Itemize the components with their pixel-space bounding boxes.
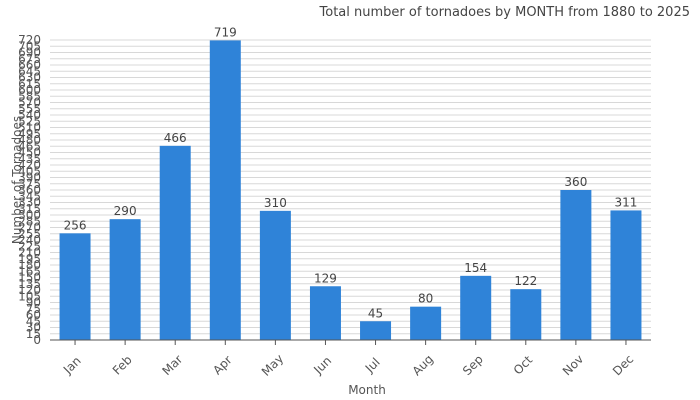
y-tick-label: 450 xyxy=(18,146,41,160)
bar-may[interactable] xyxy=(259,210,291,340)
y-tick-label: 600 xyxy=(18,83,41,97)
y-tick-label: 420 xyxy=(18,158,41,172)
y-tick-label: 15 xyxy=(26,327,41,341)
y-tick-label: 315 xyxy=(18,202,41,216)
y-tick-label: 675 xyxy=(18,52,41,66)
x-tick-label-jan: Jan xyxy=(60,354,84,378)
x-tick-label-may: May xyxy=(259,351,286,378)
y-tick-label: 90 xyxy=(26,296,41,310)
y-tick-label: 555 xyxy=(18,102,41,116)
data-label-mar: 466 xyxy=(164,131,187,145)
y-tick-label: 150 xyxy=(18,271,41,285)
y-tick-label: 660 xyxy=(18,58,41,72)
bar-mar[interactable] xyxy=(159,145,191,340)
y-tick-label: 180 xyxy=(18,258,41,272)
y-tick-label: 540 xyxy=(18,108,41,122)
x-tick-label-dec: Dec xyxy=(610,352,636,378)
data-label-jun: 129 xyxy=(314,271,337,285)
x-tick-label-jul: Jul xyxy=(362,355,383,376)
y-tick-label: 405 xyxy=(18,164,41,178)
y-tick-label: 720 xyxy=(18,33,41,47)
bar-nov[interactable] xyxy=(560,190,592,340)
x-tick-label-jun: Jun xyxy=(310,354,334,378)
data-labels: 256 290 466 719 310 129 45 80 154 122 360 311 xyxy=(64,25,638,320)
y-tick-label: 630 xyxy=(18,71,41,85)
x-tick-label-nov: Nov xyxy=(560,352,586,378)
y-tick-label: 480 xyxy=(18,133,41,147)
y-tick-label: 135 xyxy=(18,277,41,291)
x-tick-label-sep: Sep xyxy=(460,352,486,378)
bar-jul[interactable] xyxy=(360,321,392,340)
bar-apr[interactable] xyxy=(209,40,241,341)
y-tick-label: 165 xyxy=(18,264,41,278)
y-tick-label: 300 xyxy=(18,208,41,222)
x-tick-label-apr: Apr xyxy=(210,353,235,378)
y-tick-label: 390 xyxy=(18,171,41,185)
y-tick-label: 270 xyxy=(18,221,41,235)
bar-aug[interactable] xyxy=(410,306,442,340)
y-tick-label: 375 xyxy=(18,177,41,191)
y-tick-label: 330 xyxy=(18,196,41,210)
y-tick-label: 255 xyxy=(18,227,41,241)
y-tick-label: 105 xyxy=(18,289,41,303)
bar-sep[interactable] xyxy=(460,275,492,340)
data-label-aug: 80 xyxy=(418,292,433,306)
bar-jan[interactable] xyxy=(59,233,91,340)
y-tick-label: 705 xyxy=(18,39,41,53)
data-label-oct: 122 xyxy=(514,274,537,288)
x-axis-title: Month xyxy=(348,383,386,397)
data-label-jul: 45 xyxy=(368,306,383,320)
gridlines xyxy=(50,39,651,341)
y-tick-label: 645 xyxy=(18,64,41,78)
x-tick-label-mar: Mar xyxy=(159,352,185,378)
y-tick-label: 225 xyxy=(18,239,41,253)
x-axis-ticks: Jan Feb Mar Apr May Jun Jul Aug Sep Oct Nov Dec xyxy=(60,340,636,379)
y-tick-label: 510 xyxy=(18,121,41,135)
y-tick-label: 210 xyxy=(18,246,41,260)
data-label-jan: 256 xyxy=(64,218,87,232)
y-tick-label: 585 xyxy=(18,89,41,103)
y-tick-label: 30 xyxy=(26,321,41,335)
data-label-may: 310 xyxy=(264,196,287,210)
y-tick-label: 60 xyxy=(26,308,41,322)
y-tick-label: 285 xyxy=(18,214,41,228)
y-tick-label: 45 xyxy=(26,314,41,328)
y-tick-label: 345 xyxy=(18,189,41,203)
y-tick-label: 525 xyxy=(18,114,41,128)
y-tick-label: 570 xyxy=(18,96,41,110)
data-label-apr: 719 xyxy=(214,25,237,39)
chart-title: Total number of tornadoes by MONTH from … xyxy=(319,5,690,20)
x-tick-label-aug: Aug xyxy=(410,352,436,378)
y-tick-label: 495 xyxy=(18,127,41,141)
y-tick-label: 465 xyxy=(18,139,41,153)
y-tick-label: 240 xyxy=(18,233,41,247)
bar-oct[interactable] xyxy=(510,289,542,340)
y-axis-title: Number of Tornadoes xyxy=(10,116,24,244)
y-tick-label: 615 xyxy=(18,77,41,91)
y-axis-ticks: 0153045607590105120135150165180195210225… xyxy=(18,33,41,347)
bar-dec[interactable] xyxy=(610,210,642,340)
y-tick-label: 120 xyxy=(18,283,41,297)
y-tick-label: 0 xyxy=(33,333,41,347)
data-label-feb: 290 xyxy=(114,204,137,218)
y-tick-label: 360 xyxy=(18,183,41,197)
data-label-sep: 154 xyxy=(464,261,487,275)
y-tick-label: 435 xyxy=(18,152,41,166)
x-tick-label-feb: Feb xyxy=(110,353,135,378)
data-label-nov: 360 xyxy=(564,175,587,189)
x-tick-label-oct: Oct xyxy=(511,353,536,378)
y-tick-label: 195 xyxy=(18,252,41,266)
y-tick-label: 75 xyxy=(26,302,41,316)
y-tick-label: 690 xyxy=(18,46,41,60)
data-label-dec: 311 xyxy=(615,195,638,209)
bar-feb[interactable] xyxy=(109,219,141,340)
bars xyxy=(59,40,642,341)
bar-jun[interactable] xyxy=(309,286,341,340)
